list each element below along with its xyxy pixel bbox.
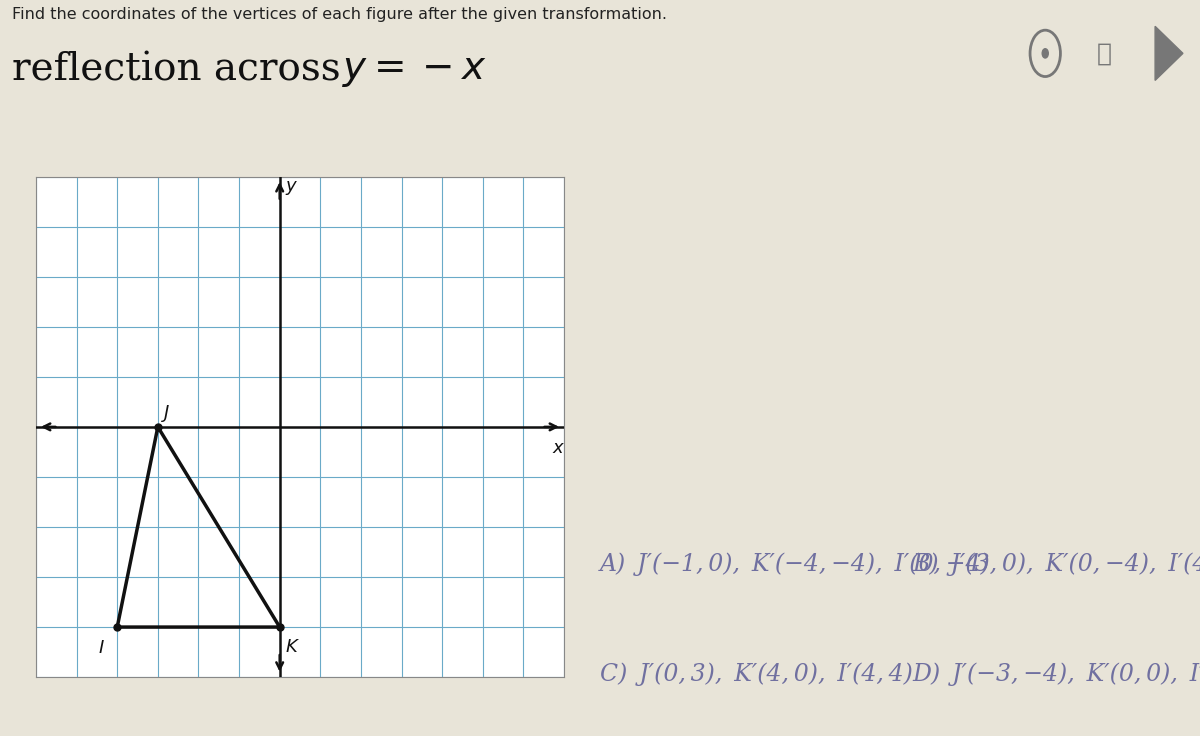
- Text: B) J′(3, 0), K′(0, −4), I′(4, −4): B) J′(3, 0), K′(0, −4), I′(4, −4): [912, 552, 1200, 576]
- Text: A) J′(−1, 0), K′(−4, −4), I′(0, −4): A) J′(−1, 0), K′(−4, −4), I′(0, −4): [600, 552, 991, 576]
- Polygon shape: [1156, 26, 1183, 80]
- Text: x: x: [552, 439, 563, 457]
- Text: J: J: [164, 404, 169, 422]
- Circle shape: [1042, 49, 1049, 58]
- Text: C) J′(0, 3), K′(4, 0), I′(4, 4): C) J′(0, 3), K′(4, 0), I′(4, 4): [600, 662, 913, 686]
- Text: I: I: [98, 639, 103, 657]
- Text: K: K: [286, 638, 296, 656]
- Text: Find the coordinates of the vertices of each figure after the given transformati: Find the coordinates of the vertices of …: [12, 7, 667, 22]
- Text: y: y: [286, 177, 296, 194]
- Text: 👆: 👆: [1097, 41, 1112, 66]
- Text: $y = -x$: $y = -x$: [342, 52, 487, 88]
- Text: reflection across: reflection across: [12, 52, 353, 88]
- Text: D) J′(−3, −4), K′(0, 0), I′(−4, 0): D) J′(−3, −4), K′(0, 0), I′(−4, 0): [912, 662, 1200, 686]
